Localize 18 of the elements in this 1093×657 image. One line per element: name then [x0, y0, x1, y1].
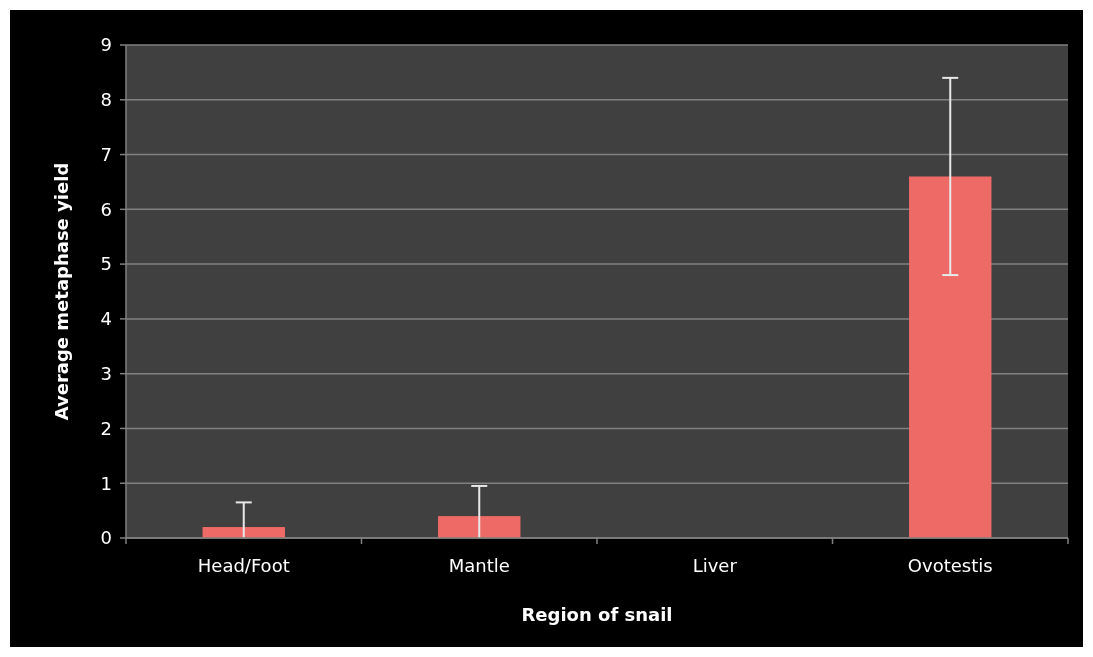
x-tick-label: Liver — [692, 555, 738, 576]
bar — [909, 176, 992, 538]
y-tick-label: 7 — [100, 143, 112, 165]
y-tick-label: 9 — [100, 34, 112, 56]
bar — [438, 516, 521, 538]
y-tick-label: 1 — [100, 472, 112, 494]
y-tick-label: 2 — [100, 417, 112, 439]
x-tick-label: Head/Foot — [197, 555, 290, 576]
y-tick-label: 6 — [100, 198, 112, 220]
y-tick-label: 4 — [100, 308, 112, 330]
x-tick-label: Ovotestis — [907, 555, 993, 576]
x-tick-label: Mantle — [448, 555, 510, 576]
y-tick-label: 8 — [100, 89, 112, 111]
x-axis-title: Region of snail — [521, 604, 673, 625]
y-tick-label: 3 — [100, 362, 112, 384]
y-tick-label: 0 — [100, 527, 112, 549]
y-tick-label: 5 — [100, 253, 112, 275]
y-axis-title: Average metaphase yield — [51, 162, 72, 421]
